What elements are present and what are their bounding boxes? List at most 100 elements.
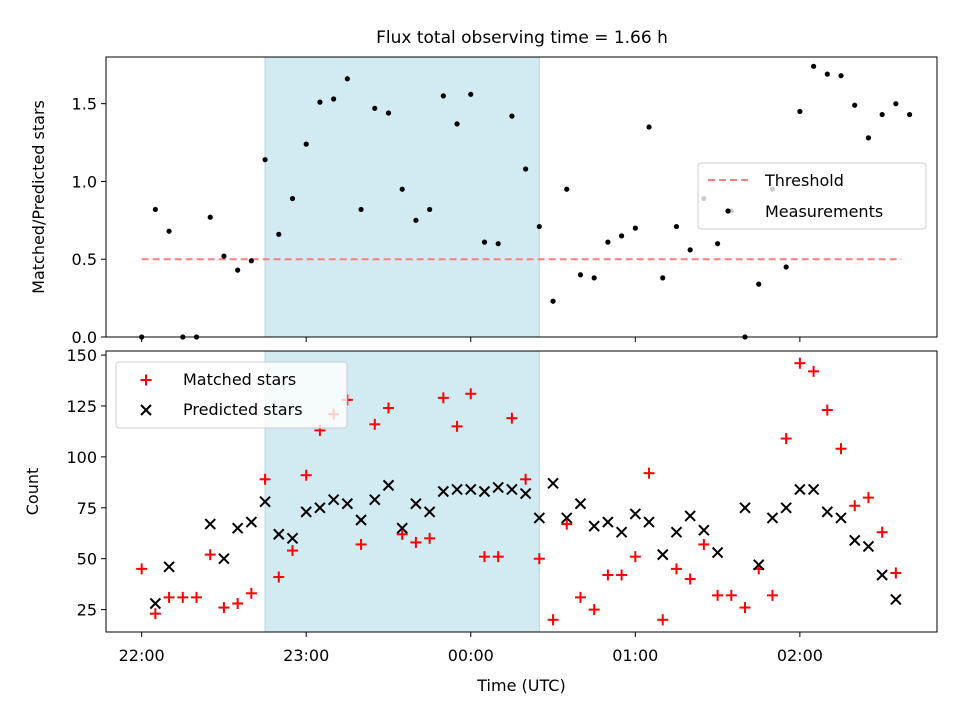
matched-star-point <box>574 591 586 603</box>
predicted-star-point <box>259 495 271 508</box>
predicted-star-point <box>355 514 367 526</box>
legend-predicted-swatch <box>140 404 152 416</box>
measurement-point <box>399 186 405 192</box>
measurement-point <box>673 223 680 230</box>
predicted-star-point <box>245 516 258 528</box>
predicted-star-point <box>341 498 354 510</box>
legend-plus-marker <box>140 374 152 386</box>
measurement-point <box>166 228 172 234</box>
measurement-point <box>714 241 721 247</box>
measurement-point <box>865 135 872 141</box>
measurement-point <box>317 99 323 105</box>
matched-star-point <box>561 518 573 530</box>
measurement-point <box>810 63 817 69</box>
matched-star-point <box>616 569 628 581</box>
matched-star-point <box>712 589 724 601</box>
predicted-star-point <box>478 485 491 498</box>
measurement-point <box>152 206 158 213</box>
count-panel-frame <box>105 350 938 633</box>
matched-star-point <box>602 569 614 581</box>
predicted-star-point <box>300 506 312 518</box>
legend-measurement-label: Measurements <box>765 202 883 221</box>
matched-star-point <box>739 602 751 614</box>
matched-star-point <box>794 357 806 369</box>
matched-star-point <box>725 589 737 601</box>
measurement-point <box>235 267 241 273</box>
measurement-point <box>893 101 899 107</box>
measurement-point <box>797 108 803 115</box>
predicted-star-point <box>547 477 559 490</box>
count-x-tick-label: 02:00 <box>777 646 823 665</box>
count-y-tick-label: 125 <box>66 397 97 416</box>
predicted-star-point <box>780 502 792 514</box>
measurement-point <box>660 275 666 281</box>
matched-star-point <box>273 571 285 583</box>
predicted-star-point <box>849 534 861 547</box>
count-legend-box <box>115 361 348 429</box>
measurement-point <box>509 113 515 119</box>
ratio-panel-frame <box>105 56 938 338</box>
predicted-star-point <box>149 597 162 610</box>
measurement-points <box>139 63 913 340</box>
matched-star-point <box>245 587 257 599</box>
matched-star-point <box>177 591 189 603</box>
measurement-point <box>331 96 337 102</box>
predicted-star-point <box>451 483 463 496</box>
x-axis-label: Time (UTC) <box>476 676 565 695</box>
matched-star-point <box>437 392 449 404</box>
predicted-star-point <box>423 506 436 518</box>
measurement-point <box>454 121 460 127</box>
measurement-point <box>550 298 556 304</box>
ratio-panel: 0.0 0.5 1.0 1.5 Matched/Predicted stars Thr… <box>29 56 938 347</box>
measurement-point <box>577 272 584 278</box>
predicted-star-point <box>327 493 340 506</box>
matched-star-point <box>533 553 545 565</box>
count-x-ticks: 22:00 23:00 00:00 01:00 02:00 <box>119 632 823 665</box>
count-x-tick-label: 00:00 <box>448 646 494 665</box>
matched-star-point <box>876 526 888 538</box>
matched-stars-points <box>136 357 902 626</box>
matched-star-point <box>286 545 298 557</box>
predicted-star-point <box>410 498 422 510</box>
count-y-axis-label: Count <box>23 468 42 516</box>
predicted-star-point <box>753 559 765 571</box>
chart-title: Flux total observing time = 1.66 h <box>376 28 668 48</box>
predicted-star-point <box>766 512 779 524</box>
matched-star-point <box>643 467 655 479</box>
observing-window-shade-top <box>264 56 540 338</box>
measurement-point <box>440 93 446 99</box>
predicted-star-point <box>204 518 216 530</box>
measurement-point <box>207 214 213 220</box>
ratio-y-ticks: 0.0 0.5 1.0 1.5 <box>72 95 106 347</box>
matched-star-point <box>369 418 381 430</box>
measurement-point <box>619 233 625 239</box>
matched-star-point <box>355 538 367 550</box>
predicted-star-point <box>465 483 477 496</box>
matched-star-point <box>451 420 463 432</box>
measurement-point <box>906 111 913 118</box>
predicted-star-point <box>506 483 518 496</box>
matched-star-point <box>862 492 874 504</box>
measurement-point <box>221 253 227 259</box>
matched-star-point <box>835 443 847 455</box>
matched-star-point <box>232 597 244 609</box>
count-y-tick-label: 75 <box>77 499 97 518</box>
ratio-y-tick-label: 1.5 <box>72 95 97 114</box>
measurement-point <box>646 124 652 130</box>
ratio-legend: Threshold Measurements <box>697 162 927 230</box>
legend-threshold-label: Threshold <box>764 171 844 190</box>
matched-star-point <box>657 614 669 626</box>
ratio-y-tick-label: 0.5 <box>72 250 97 269</box>
predicted-star-point <box>835 512 847 524</box>
predicted-star-point <box>519 487 532 500</box>
matched-star-point <box>382 402 394 414</box>
matched-star-point <box>821 404 833 416</box>
matched-star-point <box>410 536 422 548</box>
predicted-star-point <box>382 479 395 492</box>
legend-matched-swatch <box>140 374 152 386</box>
measurement-point <box>385 110 392 116</box>
predicted-star-point <box>821 506 834 518</box>
predicted-star-point <box>711 546 724 559</box>
measurement-point <box>632 225 638 231</box>
measurement-point <box>838 73 844 79</box>
